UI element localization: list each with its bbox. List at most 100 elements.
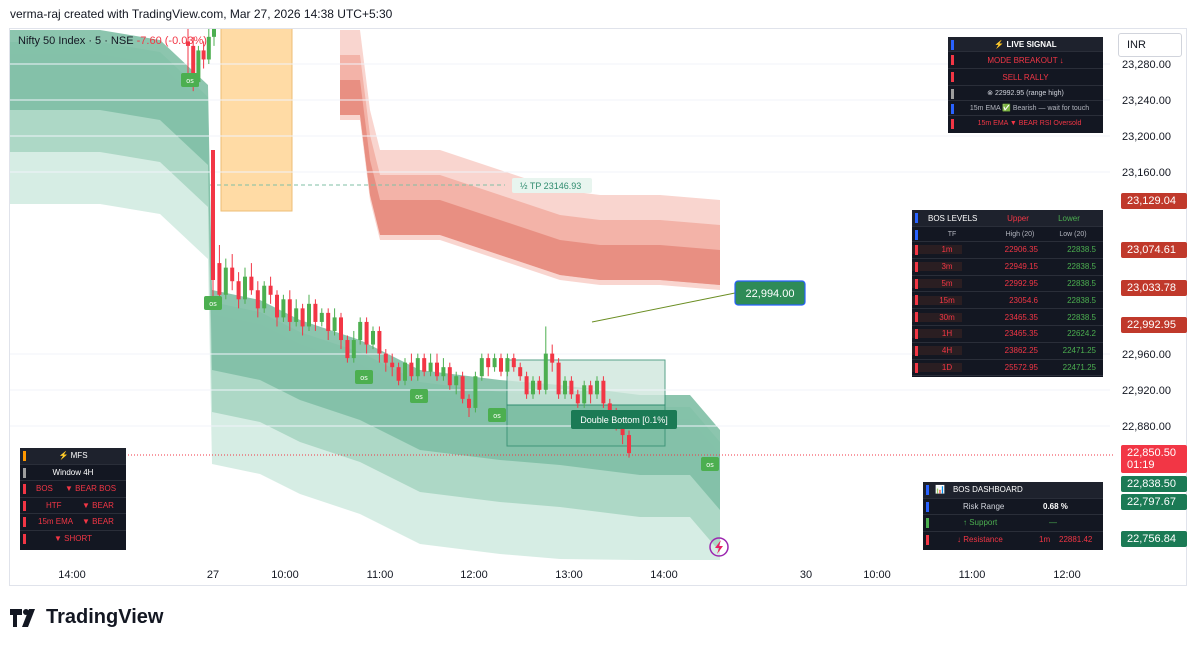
mfs-bos-value: ▼ BEAR BOS (65, 484, 117, 494)
row-marker (23, 533, 26, 544)
row-marker (951, 55, 954, 65)
bos-tf: 1D (912, 362, 962, 372)
bos-levels-title: BOS LEVELS (928, 213, 978, 223)
candle (415, 358, 420, 377)
resistance-band (340, 80, 720, 285)
bos-tf: 15m (912, 295, 962, 305)
os-text: os (186, 78, 194, 85)
bos-low: 22838.5 (1067, 278, 1096, 288)
candle (287, 299, 292, 322)
support-value: — (1049, 518, 1057, 528)
bos-tf: 30m (912, 312, 962, 322)
os-badge (204, 296, 222, 310)
candle (582, 385, 587, 404)
row-marker (951, 40, 954, 50)
candle (371, 330, 375, 345)
mfs-htf-label: HTF (46, 500, 62, 510)
price-label-text: 22,838.50 (1127, 478, 1176, 490)
price-label: 23,074.61 (1121, 242, 1187, 258)
mfs-bos-label: BOS (36, 484, 53, 494)
candle (186, 41, 190, 46)
bos-high: 22906.35 (1004, 245, 1038, 255)
os-text: os (360, 375, 368, 382)
os-badge (701, 457, 719, 471)
candle (518, 367, 523, 377)
range-row: ⊗ 22992.95 (range high) (948, 86, 1103, 101)
bos-high: 25572.95 (1004, 362, 1038, 372)
x-tick-label: 10:00 (863, 569, 891, 581)
candle (236, 281, 241, 300)
mfs-signal: ▼ SHORT (54, 534, 92, 544)
candle (268, 285, 273, 295)
tradingview-logo[interactable]: TradingView (10, 606, 163, 629)
candle (403, 362, 407, 381)
candle (486, 358, 491, 368)
price-label: 22,797.67 (1121, 494, 1187, 510)
candle (499, 358, 503, 372)
bos-low: 22471.25 (1062, 362, 1096, 372)
low-header: Low (20) (1059, 230, 1087, 238)
bos-low: 22838.5 (1067, 295, 1096, 305)
bos-high: 23465.35 (1004, 312, 1038, 322)
os-text: os (493, 413, 501, 420)
bos-high: 22992.95 (1004, 278, 1038, 288)
ema-text: 15m EMA ✅ Bearish — wait for touch (969, 105, 1090, 112)
price-label: 22,838.50 (1121, 476, 1187, 492)
row-marker (915, 295, 918, 306)
os-badge (410, 389, 428, 403)
live-signal-panel: ⚡ LIVE SIGNAL MODE BREAKOUT ↓ SELL RALLY… (948, 37, 1103, 133)
pattern-text: Double Bottom [0.1%] (580, 415, 668, 425)
annotations: os os os os os os ½ TP 23146.93 22,994.00 Double… (181, 73, 806, 557)
mfs-htf-value: ▼ BEAR (82, 500, 114, 510)
candle (627, 435, 631, 454)
price-label-text: 22,797.67 (1127, 496, 1176, 508)
symbol-info: Nifty 50 Index · 5 · NSE -7.60 (-0.03%) (18, 35, 207, 47)
candle (211, 150, 215, 280)
window-row: Window 4H (20, 465, 126, 481)
callout-line (591, 292, 736, 323)
y-tick-label: 22,920.00 (1122, 385, 1171, 397)
candle (563, 380, 567, 395)
chart-area[interactable]: os os os os os os ½ TP 23146.93 22,994.00 Double… (9, 9, 1188, 587)
row-marker (915, 345, 918, 356)
bos-level-row: 1D 25572.95 22471.25 (912, 360, 1103, 377)
x-tick-label: 11:00 (367, 569, 394, 581)
bos-high: 23465.35 (1004, 329, 1038, 339)
candle (460, 376, 465, 399)
upper-header: Upper (1007, 213, 1029, 223)
os-marker: os (701, 457, 719, 471)
os-marker: os (488, 408, 506, 422)
bos-tf: 1m (912, 245, 962, 255)
bos-low: 22624.2 (1067, 329, 1096, 339)
bos-high: 23054.6 (1009, 295, 1038, 305)
currency-selector[interactable]: INR (1118, 33, 1182, 57)
dash-icon: 📊 (935, 485, 945, 495)
row-marker (915, 278, 918, 289)
price-label: 23,129.04 (1121, 193, 1187, 209)
candle (467, 398, 471, 408)
candle (409, 362, 414, 377)
x-tick-label: 12:00 (1053, 569, 1081, 581)
row-marker (915, 328, 918, 339)
candle (575, 394, 580, 404)
mfs-htf-row: HTF ▼ BEAR (20, 498, 126, 514)
candle (556, 362, 561, 395)
y-tick-label: 23,160.00 (1122, 167, 1171, 179)
bos-levels-rows: 1m 22906.35 22838.5 3m 22949.15 22838.5 5m 2299… (912, 242, 1103, 377)
candle (307, 303, 311, 327)
candle (537, 380, 542, 390)
lightning-ring (709, 537, 729, 557)
os-badge (355, 370, 373, 384)
price-chart[interactable]: os os os os os os ½ TP 23146.93 22,994.00 Double… (10, 9, 1188, 587)
x-tick-label: 27 (207, 569, 219, 581)
signal-row: SELL RALLY (948, 69, 1103, 86)
signal-text: SELL RALLY (1002, 72, 1049, 82)
countdown-text: 01:19 (1127, 459, 1155, 471)
high-header: High (20) (1005, 230, 1035, 238)
candle (217, 263, 222, 295)
row-marker (23, 451, 26, 461)
row-marker (926, 534, 929, 545)
x-tick-label: 13:00 (555, 569, 583, 581)
candle (607, 403, 612, 413)
candle (588, 385, 593, 395)
